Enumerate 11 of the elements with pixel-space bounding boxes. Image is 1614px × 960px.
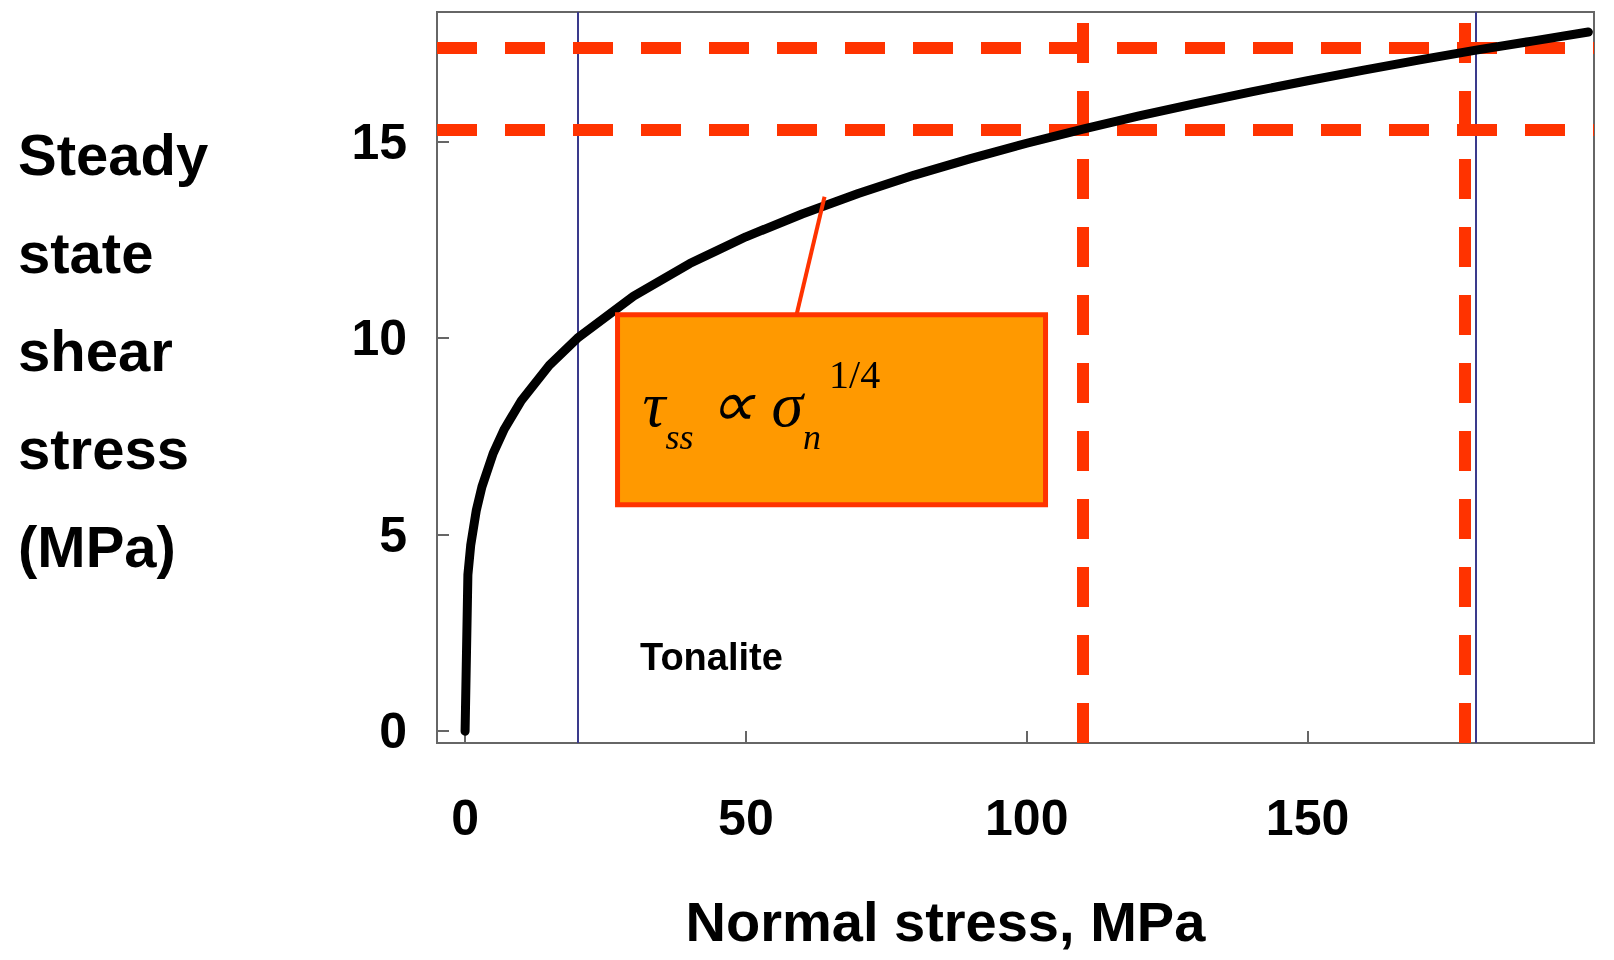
x-tick-label: 50 xyxy=(718,790,774,846)
x-tick-label: 0 xyxy=(451,790,479,846)
x-tick-label: 100 xyxy=(985,790,1069,846)
y-axis-title: Steady state shear stress (MPa) xyxy=(18,121,225,579)
y-tick-label: 0 xyxy=(379,703,407,760)
annotation: Tonalite xyxy=(640,636,783,678)
x-tick-label: 150 xyxy=(1265,790,1350,846)
x-axis-title: Normal stress, MPa xyxy=(685,889,1207,953)
y-tick-label: 15 xyxy=(351,113,407,170)
y-tick-label: 10 xyxy=(351,310,407,367)
y-tick-label: 5 xyxy=(379,506,407,563)
